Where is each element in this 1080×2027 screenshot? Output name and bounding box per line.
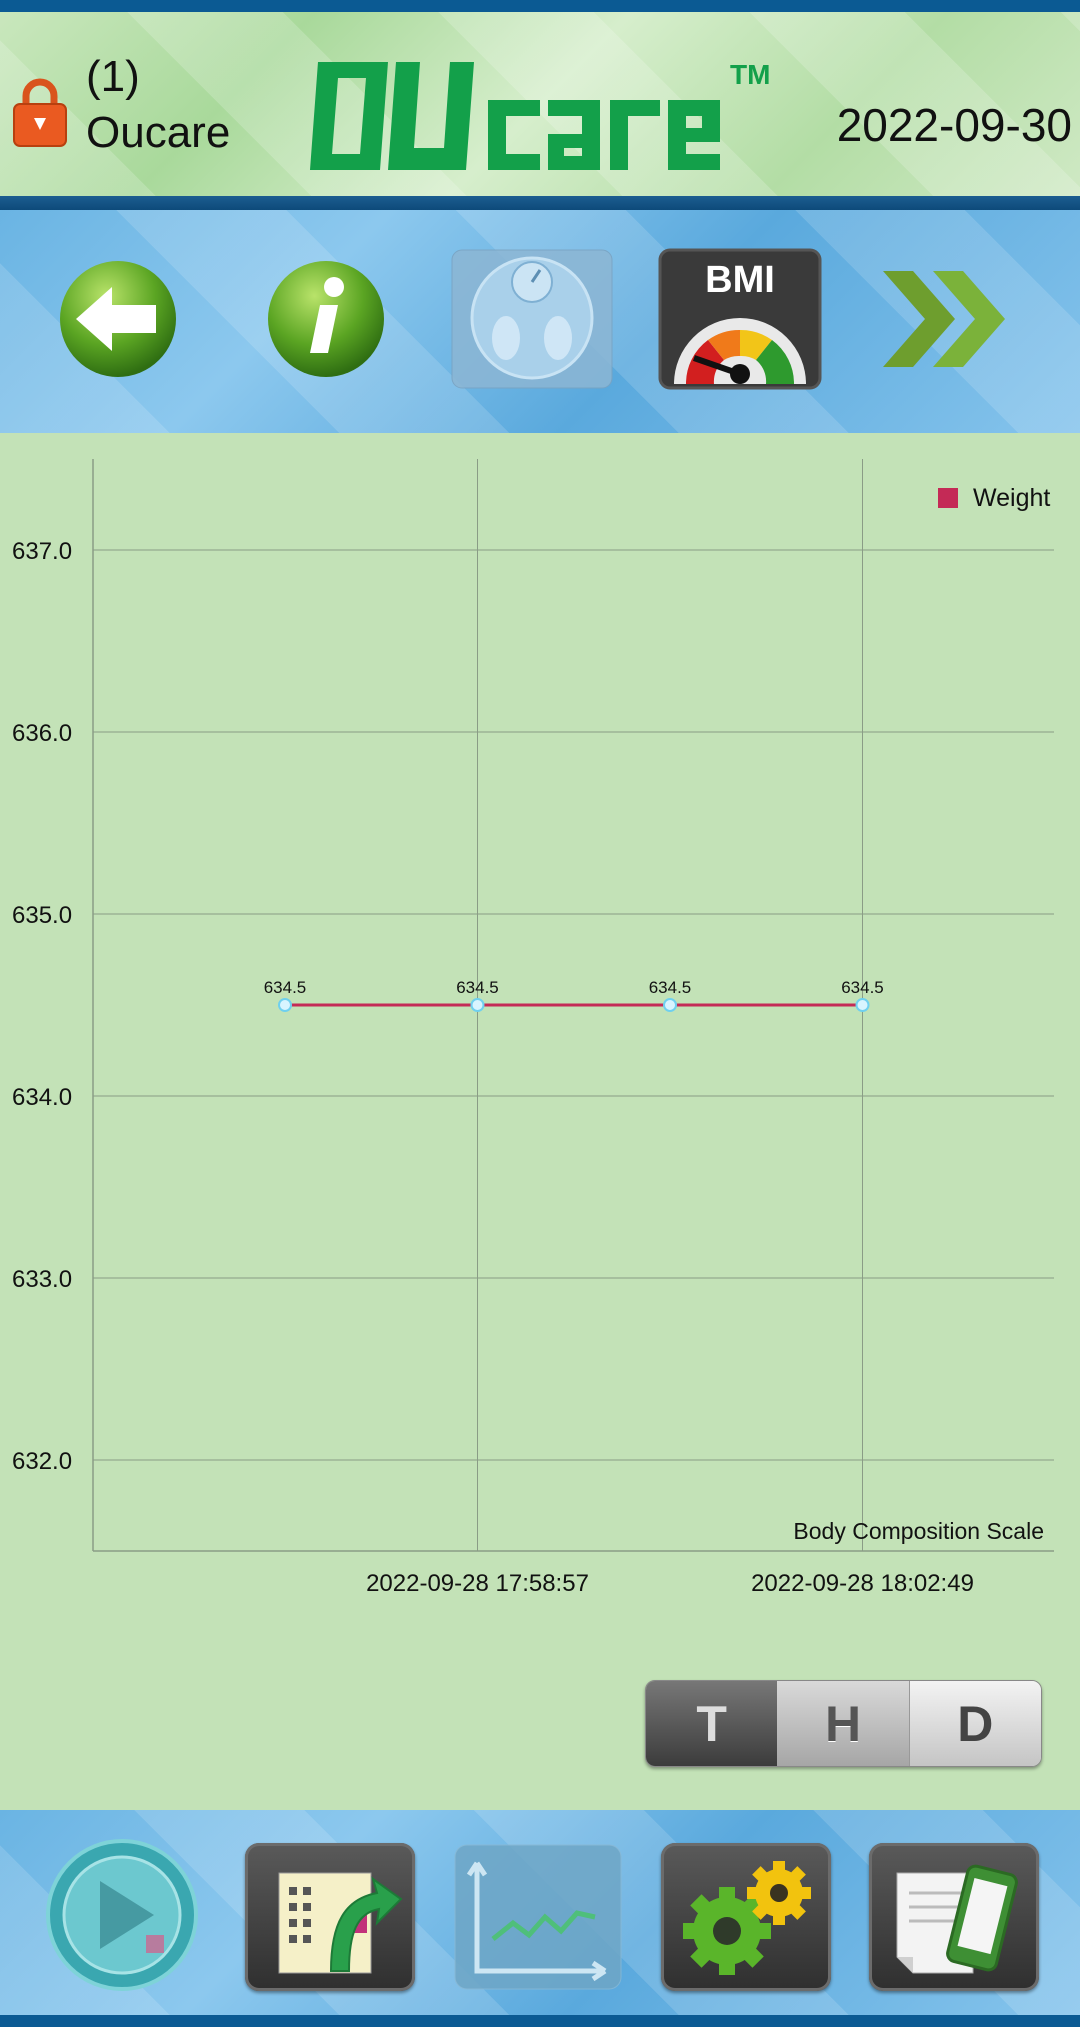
data-label: 634.5 (841, 978, 884, 997)
bottom-border (0, 2015, 1080, 2027)
y-tick-label: 635.0 (12, 902, 72, 929)
phone-document-icon (896, 1864, 1018, 1974)
export-button[interactable] (244, 1842, 416, 1992)
play-button[interactable] (36, 1839, 208, 1992)
bmi-gauge-icon: BMI (658, 248, 822, 390)
data-point (663, 998, 677, 1012)
range-option-h[interactable]: H (777, 1681, 909, 1766)
legend-label-weight: Weight (973, 484, 1050, 512)
top-border (0, 0, 1080, 12)
oucare-logo: TM (310, 59, 770, 170)
info-button[interactable] (244, 248, 408, 390)
svg-text:BMI: BMI (705, 259, 775, 301)
x-tick-label: 2022-09-28 17:58:57 (366, 1570, 589, 1597)
data-label: 634.5 (649, 978, 692, 997)
settings-button[interactable] (660, 1842, 832, 1992)
header-separator (0, 196, 1080, 210)
back-button[interactable] (36, 248, 200, 390)
svg-text:TM: TM (730, 59, 770, 90)
x-tick-label: 2022-09-28 18:02:49 (751, 1570, 974, 1597)
range-option-t[interactable]: T (646, 1681, 778, 1766)
data-label: 634.5 (264, 978, 307, 997)
gears-icon (683, 1861, 811, 1975)
range-selector: T H D (645, 1680, 1042, 1767)
y-tick-label: 633.0 (12, 1266, 72, 1293)
data-point (855, 998, 870, 1012)
top-toolbar: BMI (0, 210, 1080, 433)
y-tick-label: 632.0 (12, 1448, 72, 1475)
scale-icon (451, 249, 613, 389)
weight-chart: 637.0 636.0 635.0 634.0 633.0 632.0 2022-09-28… (0, 433, 1080, 1813)
arrow-left-icon (60, 261, 176, 377)
data-point (470, 998, 485, 1012)
forward-button[interactable] (866, 248, 1030, 390)
double-chevron-right-icon (883, 271, 1005, 367)
lock-icon[interactable] (12, 76, 68, 148)
scale-button[interactable] (450, 248, 614, 390)
data-label: 634.5 (456, 978, 499, 997)
device-button[interactable] (868, 1842, 1040, 1992)
y-tick-label: 636.0 (12, 720, 72, 747)
export-icon (278, 1872, 403, 1974)
chart-annotation: Body Composition Scale (793, 1518, 1044, 1544)
line-chart-icon (454, 1844, 622, 1990)
user-index: (1) (86, 52, 140, 101)
chart-button[interactable] (452, 1842, 624, 1992)
legend-swatch-weight (938, 488, 958, 508)
chart-canvas: 637.0 636.0 635.0 634.0 633.0 632.0 2022-09-28… (12, 459, 1054, 1597)
bmi-button[interactable]: BMI (658, 248, 822, 390)
info-icon (268, 261, 384, 377)
range-option-d[interactable]: D (908, 1681, 1041, 1766)
y-tick-label: 634.0 (12, 1084, 72, 1111)
app-header: (1) Oucare TM 2022-09-30 (0, 12, 1080, 196)
play-icon (46, 1839, 198, 1991)
user-name: Oucare (86, 108, 231, 157)
y-tick-label: 637.0 (12, 538, 72, 565)
bottom-toolbar (0, 1810, 1080, 2015)
data-point (278, 998, 292, 1012)
current-date: 2022-09-30 (836, 99, 1072, 151)
